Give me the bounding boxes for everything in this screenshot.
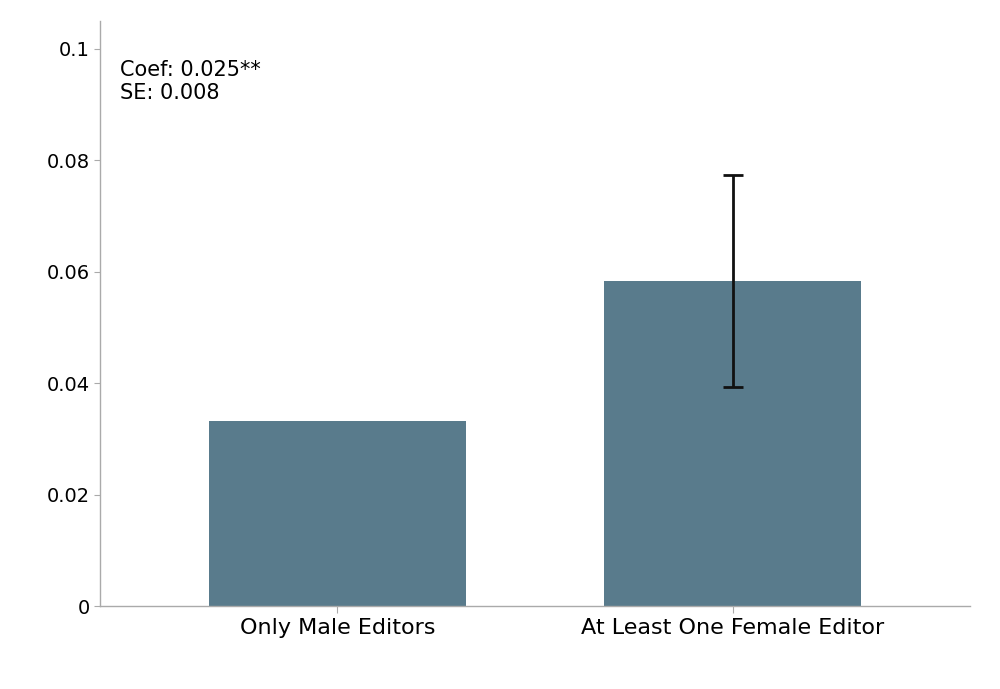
Bar [209, 420, 466, 606]
Bar [604, 281, 861, 606]
Text: Coef: 0.025**
SE: 0.008: Coef: 0.025** SE: 0.008 [120, 60, 261, 103]
